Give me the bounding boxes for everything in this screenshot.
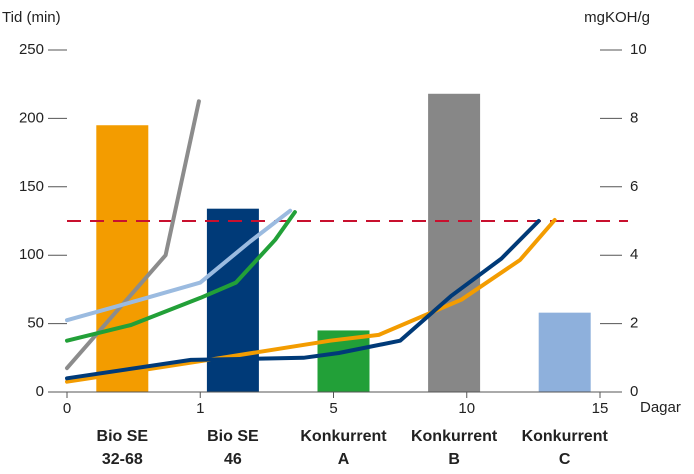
bar: [538, 312, 591, 392]
line-series: [65, 210, 297, 343]
category-label: Konkurrent: [522, 428, 609, 445]
y2-axis-label: mgKOH/g: [584, 9, 650, 26]
line-series: [65, 208, 293, 323]
x-tick-label: 5: [329, 400, 337, 417]
y2-tick-label: 4: [630, 246, 638, 263]
x-tick-label: 1: [196, 400, 204, 417]
category-label: Bio SE: [97, 428, 149, 445]
category-label: 32-68: [102, 451, 143, 468]
y-tick-label: 150: [19, 178, 44, 195]
category-label: 46: [224, 451, 242, 468]
y2-tick-label: 6: [630, 178, 638, 195]
category-label: Konkurrent: [300, 428, 387, 445]
x-tick-label: 15: [592, 400, 609, 417]
bar: [206, 208, 259, 392]
y2-tick-label: 2: [630, 315, 638, 332]
x-tick-label: 10: [458, 400, 475, 417]
y2-tick-label: 10: [630, 41, 647, 58]
y2-tick-label: 8: [630, 109, 638, 126]
category-label: A: [338, 451, 350, 468]
y-tick-label: 250: [19, 41, 44, 58]
y-tick-label: 50: [27, 315, 44, 332]
line-series: [65, 99, 201, 371]
y-axis-label: Tid (min): [2, 9, 61, 26]
bar: [96, 125, 149, 393]
y-tick-label: 0: [36, 383, 44, 400]
category-label: C: [559, 451, 571, 468]
category-label: Konkurrent: [411, 428, 498, 445]
y-tick-label: 200: [19, 109, 44, 126]
category-label: Bio SE: [207, 428, 259, 445]
y-tick-label: 100: [19, 246, 44, 263]
x-axis-label: Dagar: [640, 399, 681, 416]
bar: [428, 93, 481, 392]
line-series: [65, 219, 541, 381]
y2-tick-label: 0: [630, 383, 638, 400]
x-tick-label: 0: [63, 400, 71, 417]
category-label: B: [448, 451, 460, 468]
